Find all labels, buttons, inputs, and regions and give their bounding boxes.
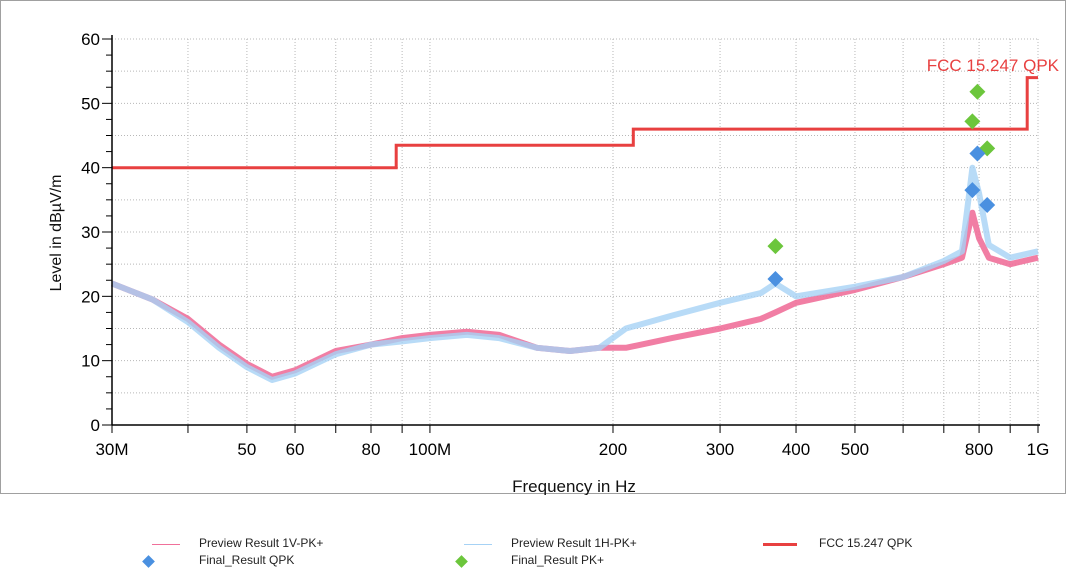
x-tick-label: 30M	[95, 440, 128, 459]
limit-line	[112, 76, 1038, 170]
legend-label-pk: Final_Result PK+	[511, 553, 605, 567]
axes: 0 10 20 30 40 50 60 30M 50 60 80 100M 200 300 400 500 80…	[81, 30, 1049, 459]
legend-label-qpk: Final_Result QPK	[199, 553, 295, 567]
y-tick-label: 40	[81, 159, 100, 178]
legend-swatch-1v-pk	[152, 544, 180, 545]
series-layer	[110, 164, 1039, 383]
y-tick-label: 20	[81, 287, 100, 306]
marker-final-result-qpk	[767, 270, 784, 287]
y-tick-label: 30	[81, 223, 100, 242]
legend-label-1v-pk: Preview Result 1V-PK+	[199, 536, 324, 550]
x-axis-label: Frequency in Hz	[512, 477, 636, 495]
legend-label-1h-pk: Preview Result 1H-PK+	[511, 536, 637, 550]
x-tick-label: 300	[706, 440, 734, 459]
y-axis-label: Level in dBµV/m	[48, 175, 65, 292]
marker-final-result-qpk	[979, 196, 996, 213]
marker-final-result-pk-	[767, 238, 784, 255]
x-tick-label: 400	[782, 440, 810, 459]
x-tick-label: 50	[237, 440, 256, 459]
series-line-1	[110, 164, 1039, 383]
marker-final-result-pk-	[969, 83, 986, 100]
emission-chart: 0 10 20 30 40 50 60 30M 50 60 80 100M 200 300 400 500 80…	[48, 30, 1060, 495]
x-tick-label: 1G	[1027, 440, 1050, 459]
x-tick-label: 500	[841, 440, 869, 459]
limit-line-label: FCC 15.247 QPK	[927, 56, 1060, 75]
x-tick-label: 60	[286, 440, 305, 459]
marker-final-result-qpk	[964, 182, 981, 199]
limit-layer	[112, 76, 1038, 170]
legend-marker-pk	[455, 555, 468, 568]
legend-swatch-1h-pk	[464, 544, 492, 545]
marker-final-result-pk-	[964, 113, 981, 130]
y-tick-label: 60	[81, 30, 100, 49]
points-layer	[767, 83, 996, 287]
y-tick-label: 10	[81, 352, 100, 371]
legend-marker-qpk	[142, 555, 155, 568]
x-tick-label: 100M	[409, 440, 452, 459]
chart-frame: 0 10 20 30 40 50 60 30M 50 60 80 100M 200 300 400 500 80…	[0, 0, 1066, 495]
x-tick-label: 80	[362, 440, 381, 459]
x-tick-label: 800	[965, 440, 993, 459]
x-tick-label: 200	[599, 440, 627, 459]
legend: Preview Result 1V-PK+ Preview Result 1H-…	[0, 536, 1068, 582]
legend-swatch-fcc-limit	[763, 543, 797, 546]
legend-label-fcc-limit: FCC 15.247 QPK	[819, 536, 913, 550]
y-tick-label: 50	[81, 94, 100, 113]
y-tick-label: 0	[91, 416, 100, 435]
grid	[111, 38, 1039, 426]
marker-final-result-qpk	[969, 145, 986, 162]
